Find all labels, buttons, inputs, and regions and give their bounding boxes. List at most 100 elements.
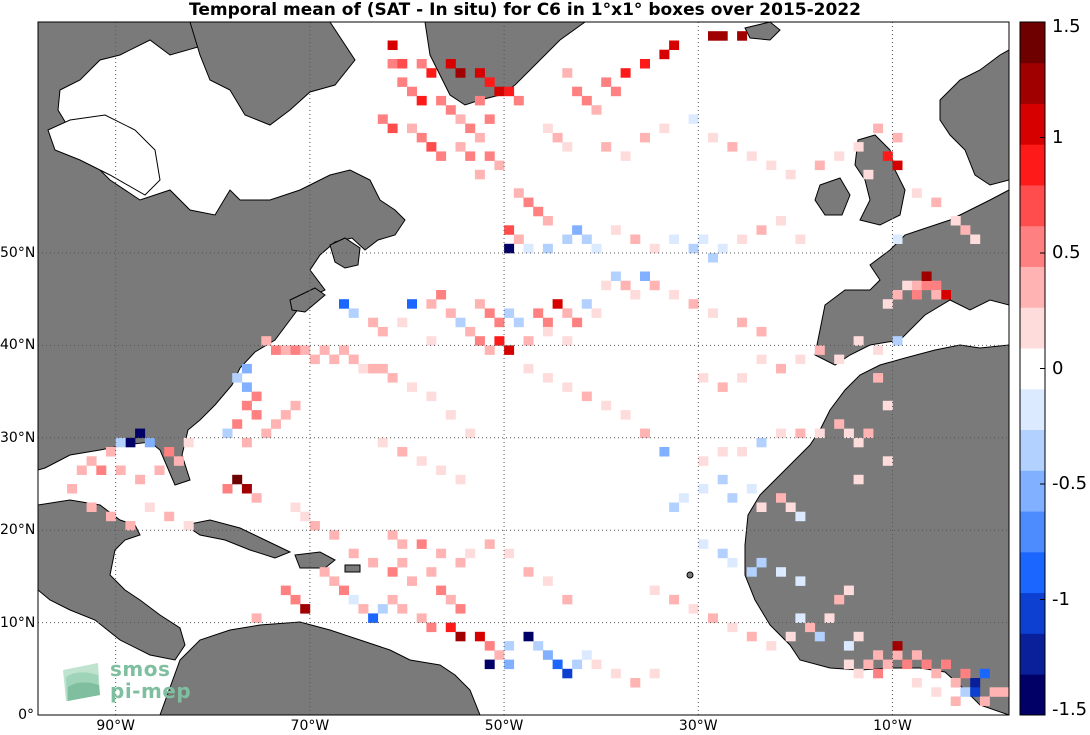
data-cell bbox=[843, 428, 854, 439]
data-cell bbox=[746, 631, 757, 642]
data-cell bbox=[960, 668, 971, 679]
data-cell bbox=[494, 160, 505, 171]
data-cell bbox=[911, 280, 922, 291]
data-cell bbox=[494, 86, 505, 97]
colorbar-swatch bbox=[1020, 22, 1045, 64]
data-cell bbox=[708, 253, 718, 263]
data-cell bbox=[843, 641, 854, 651]
data-cell bbox=[892, 641, 903, 651]
data-cell bbox=[387, 123, 398, 134]
data-cell bbox=[931, 687, 942, 697]
data-cell bbox=[494, 650, 505, 660]
data-cell bbox=[241, 484, 252, 494]
colorbar-swatch bbox=[1020, 429, 1045, 471]
data-cell bbox=[756, 225, 767, 235]
data-cell bbox=[387, 40, 398, 50]
data-cell bbox=[445, 59, 456, 69]
data-cell bbox=[397, 447, 408, 457]
data-cell bbox=[416, 456, 427, 466]
data-cell bbox=[882, 400, 893, 411]
north-america-landmass bbox=[38, 22, 406, 486]
data-cell bbox=[746, 484, 757, 494]
data-cell bbox=[834, 151, 845, 161]
data-cell bbox=[436, 290, 447, 300]
colorbar-swatch bbox=[1020, 62, 1045, 104]
colorbar-label: 0.5 bbox=[1052, 242, 1081, 263]
data-cell bbox=[183, 521, 194, 531]
colorbar-swatch bbox=[1020, 388, 1045, 431]
data-cell bbox=[329, 354, 340, 365]
data-cell bbox=[416, 59, 427, 69]
data-cell bbox=[669, 40, 680, 50]
data-cell bbox=[300, 604, 311, 614]
data-cell bbox=[280, 410, 291, 420]
data-cell bbox=[892, 650, 903, 660]
data-cell bbox=[727, 493, 738, 503]
data-cell bbox=[911, 650, 922, 660]
data-cell bbox=[183, 437, 194, 448]
colorbar-swatch bbox=[1020, 185, 1045, 227]
data-cell bbox=[678, 493, 689, 503]
data-cell bbox=[746, 567, 757, 577]
data-cell bbox=[309, 521, 320, 531]
data-cell bbox=[921, 659, 932, 670]
data-cell bbox=[902, 659, 913, 670]
data-cell bbox=[601, 400, 612, 411]
data-cell bbox=[222, 428, 233, 439]
colorbar-swatch bbox=[1020, 551, 1045, 594]
data-cell bbox=[290, 502, 301, 512]
data-cell bbox=[766, 641, 777, 651]
data-cell bbox=[756, 354, 767, 365]
data-cell bbox=[814, 631, 825, 642]
data-cell bbox=[86, 502, 97, 512]
data-cell bbox=[436, 548, 447, 559]
data-cell bbox=[397, 59, 408, 69]
longitude-label: 50°W bbox=[484, 718, 524, 734]
data-cell bbox=[290, 345, 301, 355]
data-cell bbox=[737, 373, 748, 383]
data-cell bbox=[173, 456, 184, 466]
data-cell bbox=[339, 299, 349, 309]
iceland bbox=[744, 22, 781, 41]
data-cell bbox=[873, 373, 884, 383]
data-cell bbox=[397, 317, 408, 328]
data-cell bbox=[523, 197, 534, 208]
data-cells bbox=[67, 31, 1009, 706]
data-cell bbox=[795, 354, 806, 365]
data-cell bbox=[542, 317, 553, 328]
data-cell bbox=[368, 317, 379, 328]
data-cell bbox=[921, 271, 932, 281]
data-cell bbox=[542, 650, 553, 660]
data-cell bbox=[387, 567, 398, 577]
data-cell bbox=[513, 317, 524, 328]
data-cell bbox=[979, 668, 990, 679]
data-cell bbox=[455, 68, 466, 78]
logo-text-smos: smos bbox=[110, 657, 171, 681]
data-cell bbox=[756, 557, 767, 568]
data-cell bbox=[426, 142, 437, 152]
data-cell bbox=[504, 86, 515, 97]
data-cell bbox=[931, 668, 942, 679]
data-cell bbox=[309, 354, 320, 365]
data-cell bbox=[814, 428, 825, 439]
data-cell bbox=[717, 382, 728, 392]
data-cell bbox=[717, 31, 728, 41]
latitude-label: 40°N bbox=[0, 337, 36, 354]
data-cell bbox=[669, 502, 680, 512]
data-cell bbox=[795, 576, 806, 586]
data-cell bbox=[474, 68, 485, 78]
data-cell bbox=[484, 151, 495, 161]
data-cell bbox=[776, 493, 786, 503]
data-cell bbox=[882, 456, 893, 466]
data-cell bbox=[708, 132, 718, 143]
data-cell bbox=[581, 234, 592, 244]
data-cell bbox=[591, 243, 602, 254]
data-cell bbox=[144, 502, 155, 512]
data-cell bbox=[86, 456, 97, 466]
data-cell bbox=[377, 114, 388, 124]
data-cell bbox=[717, 243, 728, 254]
data-cell bbox=[698, 539, 709, 549]
map-frame bbox=[37, 21, 1010, 716]
cuba bbox=[183, 519, 292, 559]
data-cell bbox=[300, 511, 311, 522]
